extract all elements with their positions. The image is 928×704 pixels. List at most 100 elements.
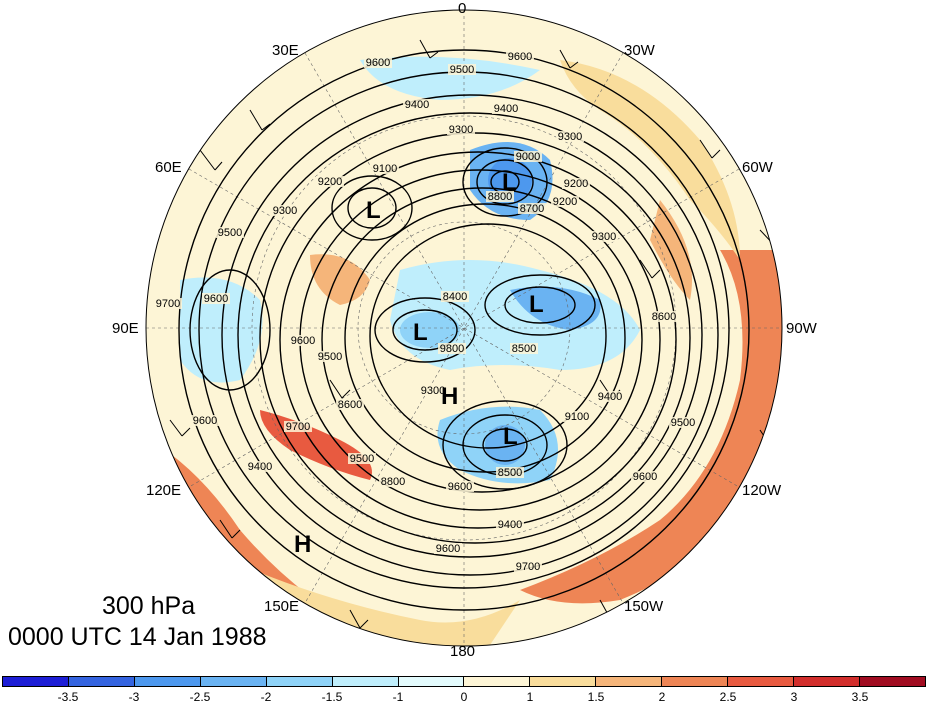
warm-anomaly-atlantic — [560, 60, 740, 260]
contour-label-bg — [562, 178, 590, 189]
low-center: L — [529, 291, 544, 318]
longitude-label-60w: 60W — [742, 159, 773, 176]
colorbar-swatch — [728, 677, 795, 686]
contour-label: 9200 — [318, 176, 342, 188]
colorbar-tick-label: -1 — [392, 690, 404, 704]
contour-label-bg — [590, 231, 618, 242]
contour-label: 9600 — [204, 293, 228, 305]
warm-anomaly-eastpac — [520, 250, 782, 604]
colorbar-tick-label: 0 — [460, 690, 468, 704]
contour-label: 9200 — [553, 196, 577, 208]
longitude-label-180: 180 — [450, 643, 476, 660]
colorbar-tick-label: -3 — [128, 690, 140, 704]
colorbar-tick-label: 1 — [526, 690, 534, 704]
contour-label-bg — [631, 471, 659, 482]
colorbar-swatch — [596, 677, 663, 686]
height-contours — [178, 49, 750, 611]
colorbar-swatch — [200, 677, 267, 686]
longitude-label-0: 0 — [458, 0, 467, 17]
contour-label: 9400 — [598, 391, 622, 403]
colorbar-tick-label: -2.5 — [189, 690, 211, 704]
contour-label: 9400 — [248, 461, 272, 473]
colorbar-swatch — [859, 677, 925, 686]
contour-label-bg — [216, 227, 244, 238]
contour-label-bg — [371, 163, 399, 174]
map-outline — [145, 9, 783, 647]
longitude-label-150w: 150W — [624, 598, 664, 615]
contour-label-bg — [316, 176, 344, 187]
contour-label-bg — [496, 467, 524, 478]
graticule — [146, 10, 782, 646]
colorbar-tick-label: -1.5 — [321, 690, 343, 704]
contour-label: 9300 — [421, 385, 445, 397]
contour-label-bg — [289, 335, 317, 346]
longitude-label-120w: 120W — [742, 482, 782, 499]
contour-label-bg — [403, 99, 431, 110]
contour-label: 8800 — [381, 476, 405, 488]
contour-label-bg — [447, 124, 475, 135]
contour-label-bg — [441, 291, 469, 302]
contour-label: 8700 — [520, 203, 544, 215]
warm-anomaly-asia — [310, 254, 370, 305]
contour-label: 9800 — [440, 343, 464, 355]
warm-anomaly-atlantic-north — [650, 200, 692, 300]
contour-label: 9300 — [449, 124, 473, 136]
longitude-label-30w: 30W — [624, 42, 655, 59]
colorbar-swatch — [3, 677, 69, 686]
contour-label-bg — [316, 351, 344, 362]
contour-label-bg — [434, 543, 462, 554]
colorbar-swatch — [68, 677, 135, 686]
low-center: L — [503, 423, 518, 450]
colorbar-tick-label: -2 — [260, 690, 272, 704]
contour-label-bg — [191, 415, 219, 426]
contour-label: 9200 — [564, 178, 588, 190]
colorbar-tick-label: 3.5 — [851, 690, 869, 704]
contour-label: 9600 — [448, 481, 472, 493]
longitude-label-120e: 120E — [146, 482, 182, 499]
contour-label: 8500 — [512, 343, 536, 355]
contour-label: 9700 — [286, 421, 310, 433]
contour-label-bg — [514, 561, 542, 572]
contour-label-bg — [551, 196, 579, 207]
contour-label: 9400 — [494, 103, 518, 115]
contour-label-bg — [556, 131, 584, 142]
colorbar-swatch — [398, 677, 465, 686]
contour-label-bg — [446, 481, 474, 492]
colorbar-swatch — [464, 677, 531, 686]
contour-label-bg — [492, 103, 520, 114]
contour-label: 9600 — [508, 51, 532, 63]
pressure-level-caption: 300 hPa — [102, 592, 196, 620]
low-center: L — [502, 169, 517, 196]
cold-core-central — [400, 312, 460, 348]
colorbar-tick-label: 1.5 — [587, 690, 605, 704]
colorbar-tick-label: -3.5 — [57, 690, 79, 704]
contour-label: 9700 — [156, 298, 180, 310]
contour-label: 9500 — [450, 64, 474, 76]
contour-label: 9300 — [558, 131, 582, 143]
contour-label-bg — [348, 453, 376, 464]
contour-label: 9400 — [498, 519, 522, 531]
low-center: L — [413, 319, 428, 346]
contour-label-bg — [486, 191, 514, 202]
colorbar-swatch — [662, 677, 729, 686]
longitude-label-60e: 60E — [155, 159, 182, 176]
cold-anomaly-north — [360, 56, 540, 100]
contour-label-bg — [419, 385, 447, 396]
contour-label: 8500 — [498, 467, 522, 479]
high-center: H — [294, 531, 311, 558]
contour-label: 9300 — [592, 231, 616, 243]
datetime-caption: 0000 UTC 14 Jan 1988 — [8, 623, 267, 651]
contour-label-bg — [510, 343, 538, 354]
longitude-label-90e: 90E — [112, 320, 139, 337]
contour-label-bg — [438, 343, 466, 354]
colorbar-swatch — [794, 677, 860, 686]
colorbar-swatch — [266, 677, 333, 686]
contour-label-bg — [596, 391, 624, 402]
colorbar-tick-label: 2 — [658, 690, 666, 704]
contour-label: 9500 — [218, 227, 242, 239]
contour-label: 9100 — [373, 163, 397, 175]
contour-label: 9400 — [405, 99, 429, 111]
contour-label: 9600 — [366, 57, 390, 69]
contour-label-bg — [154, 298, 182, 309]
